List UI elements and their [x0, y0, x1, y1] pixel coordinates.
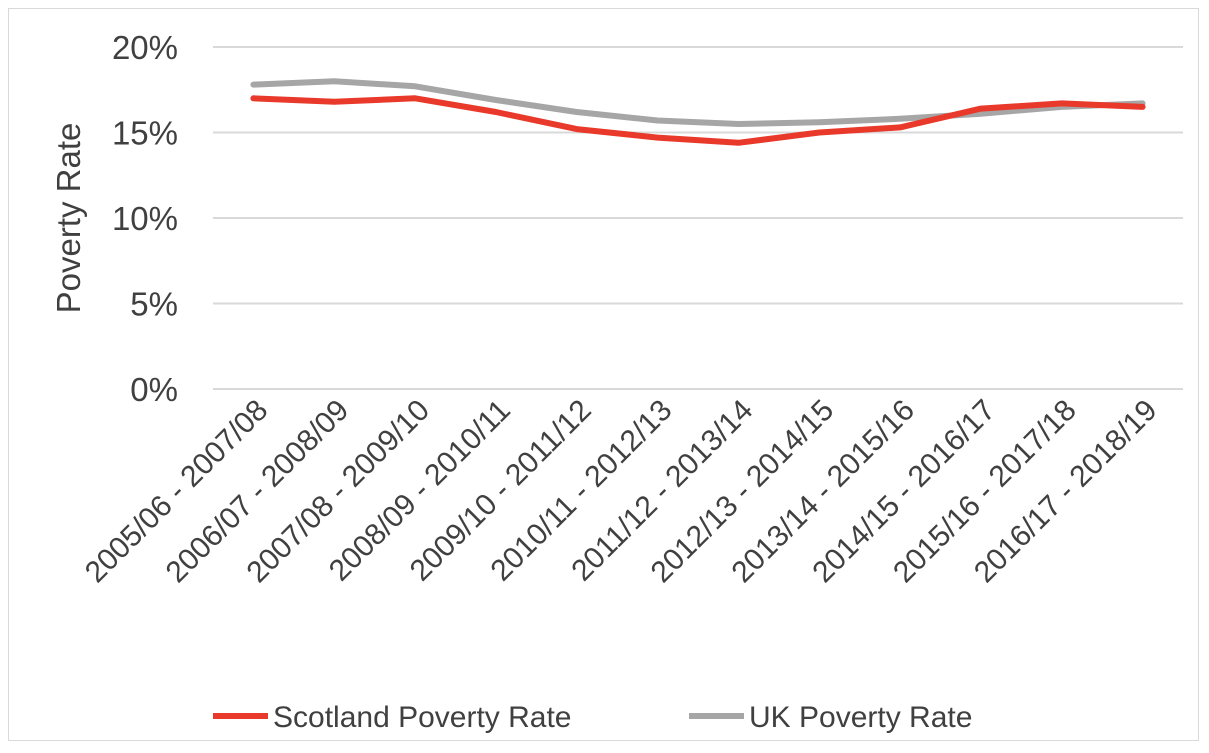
gridlines: [213, 46, 1183, 390]
legend: Scotland Poverty Rate UK Poverty Rate: [213, 701, 972, 734]
y-tick-label: 10%: [112, 200, 178, 237]
y-tick-label: 15%: [112, 115, 178, 152]
y-axis-title: Poverty Rate: [50, 123, 87, 314]
y-tick-label: 0%: [130, 371, 178, 408]
series-line: [250, 95, 1146, 146]
series-line: [250, 78, 1146, 127]
y-tick-label: 5%: [130, 286, 178, 323]
legend-label: UK Poverty Rate: [749, 701, 972, 734]
y-axis-ticks: 0% 5% 10% 15% 20%: [112, 29, 178, 408]
legend-label: Scotland Poverty Rate: [273, 701, 572, 734]
series-lines: [250, 78, 1146, 146]
y-tick-label: 20%: [112, 29, 178, 66]
